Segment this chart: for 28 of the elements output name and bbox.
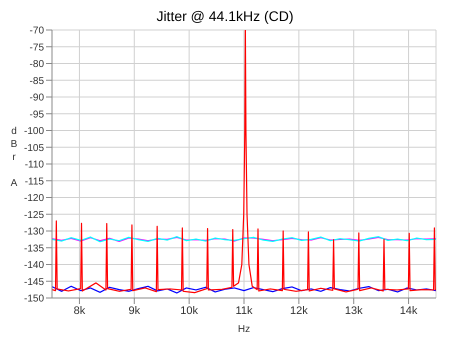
line-series: [52, 286, 436, 294]
y-tick-label: -125: [24, 210, 44, 221]
y-tick-label: -105: [24, 142, 44, 154]
x-tick-label: 9k: [128, 304, 141, 317]
y-tick-label: -80: [30, 59, 44, 70]
chart-title: Jitter @ 44.1kHz (CD): [155, 8, 295, 26]
y-tick-label: -75: [30, 42, 44, 54]
x-tick-label: 12k: [290, 304, 308, 317]
y-tick-label: -140: [24, 260, 44, 272]
y-tick-label: -115: [24, 176, 44, 188]
y-tick-label: -135: [24, 243, 44, 254]
x-axis-title: Hz: [238, 324, 250, 335]
y-tick-label: -70: [30, 26, 44, 37]
x-tick-label: 8k: [74, 304, 86, 317]
y-tick-label: -120: [24, 193, 44, 204]
y-tick-label: -150: [24, 294, 44, 305]
y-tick-label: -90: [30, 92, 44, 104]
y-tick-label: -100: [24, 126, 44, 138]
y-tick-label: -95: [30, 109, 44, 120]
text: dBr A: [10, 126, 18, 189]
y-tick-label: -85: [30, 76, 44, 87]
x-tick-label: 13k: [344, 304, 364, 317]
x-tick-label: 14k: [400, 304, 418, 317]
y-tick-label: -130: [24, 226, 44, 238]
x-tick-label: 10k: [180, 304, 199, 317]
x-tick-label: 11k: [236, 304, 253, 317]
y-tick-label: -110: [24, 160, 44, 171]
y-tick-label: -145: [24, 276, 44, 288]
